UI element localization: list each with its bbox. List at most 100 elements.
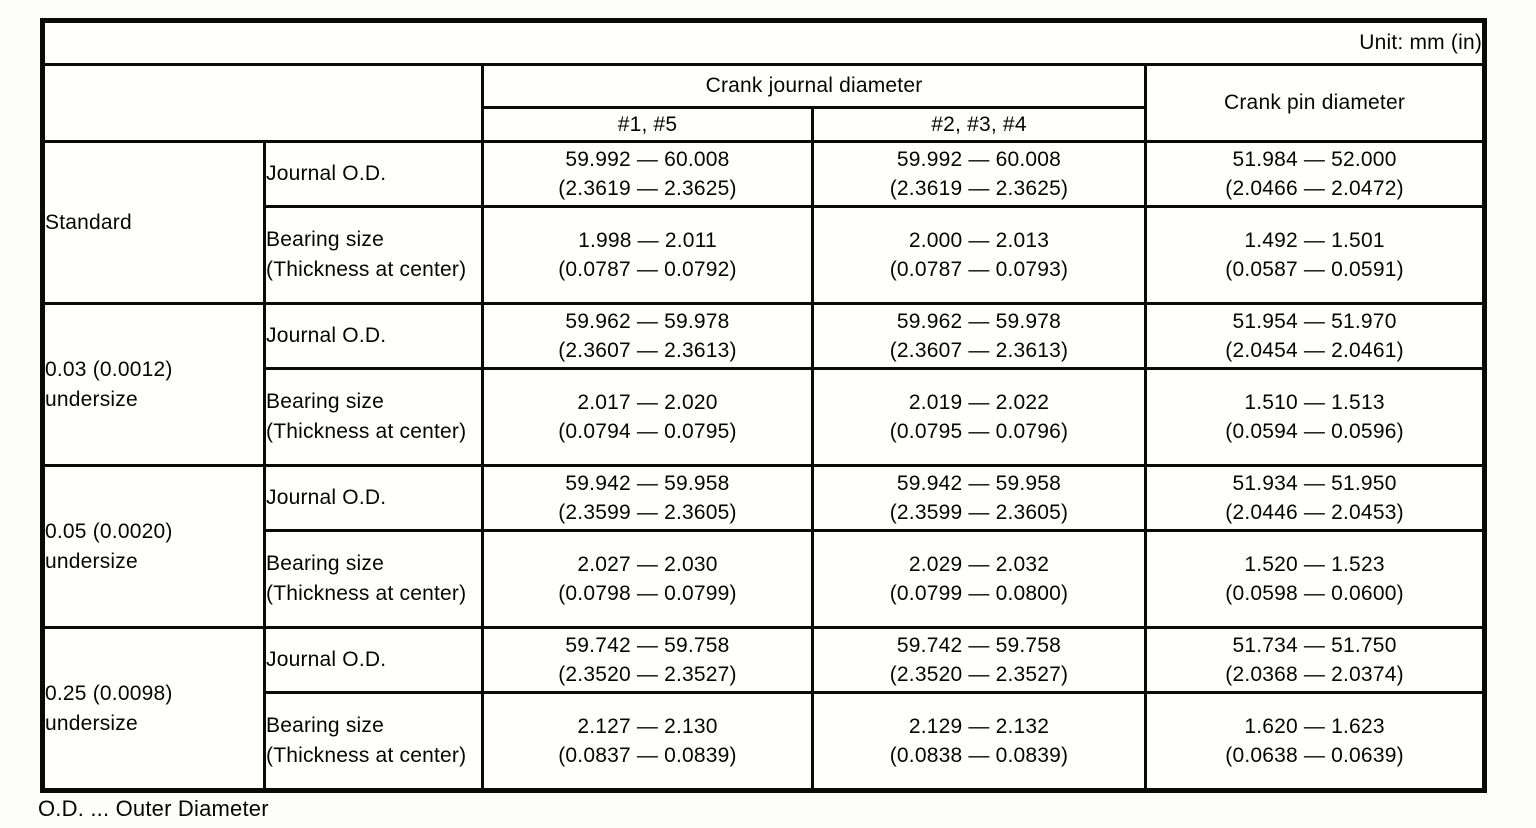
value-in: (2.3599 — 2.3605) <box>558 501 737 524</box>
crankshaft-specifications-table: Unit: mm (in) Crank journal diameter Cra… <box>40 18 1488 793</box>
value-mm: 1.620 — 1.623 <box>1244 715 1385 738</box>
value-cell-journal-od-pin: 51.934 — 51.950 (2.0446 — 2.0453) <box>1143 464 1487 532</box>
footnote-od-definition: O.D. ... Outer Diameter <box>38 796 269 821</box>
value-cell-bearing-j15: 2.027 — 2.030 (0.0798 — 0.0799) <box>481 529 814 629</box>
row-label-bearing-size: Bearing size (Thickness at center) <box>263 691 484 792</box>
value-cell-journal-od-j15: 59.742 — 59.758 (2.3520 — 2.3527) <box>481 626 814 694</box>
value-cell-bearing-j15: 1.998 — 2.011 (0.0787 — 0.0792) <box>481 205 814 305</box>
header-row: Crank journal diameter Crank pin diamete… <box>41 63 1487 143</box>
value-mm: 1.998 — 2.011 <box>578 229 717 252</box>
unit-row: Unit: mm (in) <box>40 19 1487 66</box>
value-in: (2.3520 — 2.3527) <box>889 663 1069 686</box>
value-in: (2.3607 — 2.3613) <box>889 339 1069 362</box>
header-journal-2-3-4: #2, #3, #4 <box>811 106 1147 143</box>
header-crank-pin-diameter: Crank pin diameter <box>1143 63 1487 143</box>
value-in: (0.0638 — 0.0639) <box>1225 744 1404 767</box>
value-mm: 59.742 — 59.758 <box>896 634 1062 657</box>
table-row: 0.05 (0.0020) undersize Journal O.D. 59.… <box>41 464 1487 629</box>
value-cell-bearing-j234: 2.129 — 2.132 (0.0838 — 0.0839) <box>811 691 1147 792</box>
value-in: (0.0594 — 0.0596) <box>1225 420 1404 443</box>
value-cell-journal-od-j234: 59.942 — 59.958 (2.3599 — 2.3605) <box>811 464 1147 532</box>
value-mm: 2.019 — 2.022 <box>908 391 1050 414</box>
value-in: (2.3520 — 2.3527) <box>558 663 737 686</box>
value-cell-journal-od-j15: 59.962 — 59.978 (2.3607 — 2.3613) <box>481 302 814 370</box>
value-cell-bearing-pin: 1.520 — 1.523 (0.0598 — 0.0600) <box>1143 529 1487 629</box>
value-mm: 2.017 — 2.020 <box>577 391 718 414</box>
header-journal-1-5: #1, #5 <box>481 106 814 143</box>
value-mm: 51.954 — 51.970 <box>1232 310 1397 333</box>
value-mm: 59.992 — 60.008 <box>896 148 1062 171</box>
value-in: (0.0799 — 0.0800) <box>889 582 1069 605</box>
table-row: Bearing size (Thickness at center) 2.017… <box>43 367 1487 467</box>
value-in: (2.0368 — 2.0374) <box>1225 663 1404 686</box>
value-cell-bearing-j234: 2.000 — 2.013 (0.0787 — 0.0793) <box>811 205 1147 305</box>
table-row: Bearing size (Thickness at center) 2.127… <box>43 691 1487 792</box>
table-row: Bearing size (Thickness at center) 2.027… <box>43 529 1487 629</box>
value-cell-journal-od-j234: 59.962 — 59.978 (2.3607 — 2.3613) <box>811 302 1147 370</box>
group-label-standard: Standard <box>41 140 266 305</box>
value-in: (2.0466 — 2.0472) <box>1225 177 1404 200</box>
value-in: (2.3607 — 2.3613) <box>558 339 737 362</box>
value-in: (2.3599 — 2.3605) <box>889 501 1069 524</box>
value-in: (0.0794 — 0.0795) <box>558 420 737 443</box>
table-row: 0.03 (0.0012) undersize Journal O.D. 59.… <box>41 302 1487 467</box>
value-in: (0.0598 — 0.0600) <box>1225 582 1404 605</box>
value-mm: 1.492 — 1.501 <box>1244 229 1385 252</box>
value-mm: 59.962 — 59.978 <box>565 310 730 333</box>
value-cell-bearing-j234: 2.019 — 2.022 (0.0795 — 0.0796) <box>811 367 1147 467</box>
value-in: (2.0446 — 2.0453) <box>1225 501 1404 524</box>
value-mm: 59.962 — 59.978 <box>896 310 1062 333</box>
group-label-003-undersize: 0.03 (0.0012) undersize <box>41 302 266 467</box>
row-label-bearing-size: Bearing size (Thickness at center) <box>263 205 484 305</box>
value-mm: 2.029 — 2.032 <box>908 553 1050 576</box>
value-in: (2.3619 — 2.3625) <box>558 177 737 200</box>
value-mm: 2.000 — 2.013 <box>908 229 1050 252</box>
row-label-bearing-size: Bearing size (Thickness at center) <box>263 529 484 629</box>
value-in: (0.0798 — 0.0799) <box>558 582 737 605</box>
value-mm: 2.129 — 2.132 <box>908 715 1050 738</box>
value-mm: 51.984 — 52.000 <box>1232 148 1397 171</box>
value-mm: 59.742 — 59.758 <box>565 634 730 657</box>
row-label-bearing-size: Bearing size (Thickness at center) <box>263 367 484 467</box>
table-row: Standard Journal O.D. 59.992 — 60.008 (2… <box>41 140 1487 305</box>
value-cell-bearing-j15: 2.127 — 2.130 (0.0837 — 0.0839) <box>481 691 814 792</box>
header-corner-empty <box>41 63 484 143</box>
value-cell-journal-od-pin: 51.734 — 51.750 (2.0368 — 2.0374) <box>1143 626 1487 694</box>
value-in: (0.0787 — 0.0793) <box>889 258 1069 281</box>
value-mm: 2.027 — 2.030 <box>577 553 718 576</box>
table-row: Bearing size (Thickness at center) 1.998… <box>43 205 1487 305</box>
value-in: (0.0838 — 0.0839) <box>889 744 1069 767</box>
value-mm: 2.127 — 2.130 <box>577 715 718 738</box>
subheader-row: #1, #5 #2, #3, #4 <box>43 106 1485 143</box>
value-mm: 1.520 — 1.523 <box>1244 553 1385 576</box>
value-mm: 51.934 — 51.950 <box>1232 472 1397 495</box>
value-mm: 1.510 — 1.513 <box>1244 391 1385 414</box>
value-in: (0.0787 — 0.0792) <box>558 258 737 281</box>
unit-label: Unit: mm (in) <box>40 19 1487 66</box>
value-in: (2.3619 — 2.3625) <box>889 177 1069 200</box>
header-crank-journal-diameter: Crank journal diameter <box>481 63 1147 109</box>
value-cell-journal-od-pin: 51.954 — 51.970 (2.0454 — 2.0461) <box>1143 302 1487 370</box>
row-label-journal-od: Journal O.D. <box>263 140 484 208</box>
value-in: (0.0795 — 0.0796) <box>889 420 1069 443</box>
value-mm: 51.734 — 51.750 <box>1232 634 1397 657</box>
value-cell-bearing-pin: 1.620 — 1.623 (0.0638 — 0.0639) <box>1143 691 1487 792</box>
value-in: (2.0454 — 2.0461) <box>1225 339 1404 362</box>
table-row: 0.25 (0.0098) undersize Journal O.D. 59.… <box>41 626 1487 792</box>
value-cell-journal-od-pin: 51.984 — 52.000 (2.0466 — 2.0472) <box>1143 140 1487 208</box>
group-label-025-undersize: 0.25 (0.0098) undersize <box>41 626 266 792</box>
value-cell-bearing-j15: 2.017 — 2.020 (0.0794 — 0.0795) <box>481 367 814 467</box>
row-label-journal-od: Journal O.D. <box>263 302 484 370</box>
value-cell-journal-od-j234: 59.992 — 60.008 (2.3619 — 2.3625) <box>811 140 1147 208</box>
value-cell-bearing-j234: 2.029 — 2.032 (0.0799 — 0.0800) <box>811 529 1147 629</box>
value-in: (0.0587 — 0.0591) <box>1225 258 1404 281</box>
value-mm: 59.942 — 59.958 <box>565 472 730 495</box>
value-mm: 59.992 — 60.008 <box>565 148 730 171</box>
value-cell-bearing-pin: 1.510 — 1.513 (0.0594 — 0.0596) <box>1143 367 1487 467</box>
value-mm: 59.942 — 59.958 <box>896 472 1062 495</box>
value-cell-journal-od-j15: 59.942 — 59.958 (2.3599 — 2.3605) <box>481 464 814 532</box>
group-label-005-undersize: 0.05 (0.0020) undersize <box>41 464 266 629</box>
value-in: (0.0837 — 0.0839) <box>558 744 737 767</box>
value-cell-bearing-pin: 1.492 — 1.501 (0.0587 — 0.0591) <box>1143 205 1487 305</box>
